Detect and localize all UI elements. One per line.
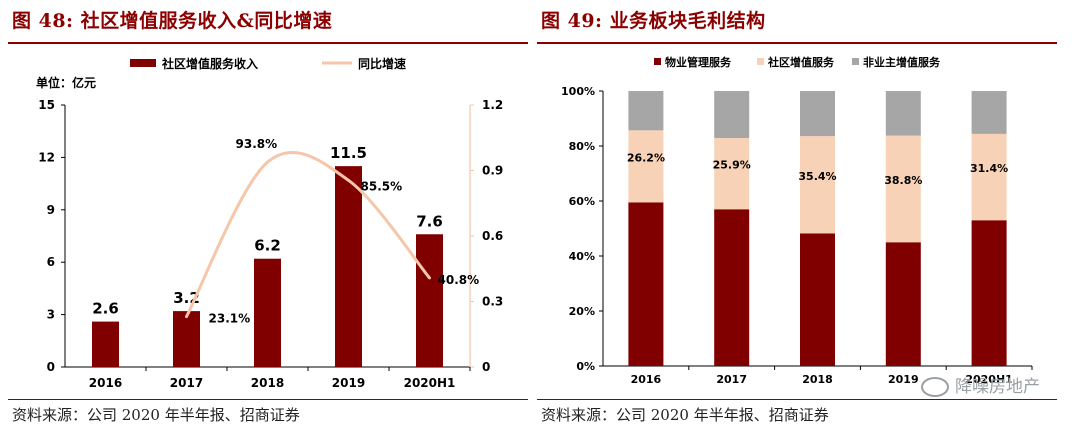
right-y-tick-label: 0 [482,360,490,374]
right-title-rule [537,42,1057,44]
growth-point-label: 23.1% [209,312,251,326]
legend-swatch [757,58,764,65]
legend-bar-swatch [130,59,156,67]
x-tick-label: 2016 [89,376,122,390]
y-tick-label: 100% [561,85,595,98]
stacked-segment [885,242,921,366]
left-y-tick-label: 6 [47,255,55,269]
segment-label: 25.9% [713,159,751,172]
revenue-bar-label: 2.6 [92,300,119,318]
revenue-bar [254,258,281,367]
legend-label: 非业主增值服务 [863,55,941,69]
x-tick-label: 2020H1 [404,376,456,390]
left-figure-panel: 图 48: 社区增值服务收入&同比增速 社区增值服务收入 同比增速单位：亿元 0 3 6… [8,0,538,439]
x-tick-label: 2020H1 [965,373,1012,386]
legend-swatch [852,58,859,65]
growth-point-label: 40.8% [438,273,480,287]
right-y-tick-label: 0.9 [482,164,503,178]
x-tick-label: 2018 [802,373,833,386]
watermark-text: 降噪房地产 [955,377,1040,397]
left-y-tick-label: 9 [47,203,55,217]
right-y-tick-label: 1.2 [482,98,503,112]
right-figure-title: 图 49: 业务板块毛利结构 [541,10,766,32]
left-figure-title: 图 48: 社区增值服务收入&同比增速 [12,10,333,32]
revenue-bar-label: 6.2 [254,237,281,255]
segment-label: 35.4% [798,170,836,183]
right-source-note: 资料来源：公司 2020 年半年报、招商证券 [541,406,829,424]
left-source-note: 资料来源：公司 2020 年半年报、招商证券 [12,406,300,424]
stacked-segment [714,138,750,210]
stacked-segment [628,91,664,131]
left-y-tick-label: 12 [38,150,55,164]
growth-point-label: 85.5% [361,179,403,193]
right-figure-panel: 图 49: 业务板块毛利结构 物业管理服务 社区增值服务 非业主增值服务 0% 20% 4… [537,0,1067,439]
right-y-tick-label: 0.6 [482,229,503,243]
revenue-bar [173,311,200,367]
y-tick-label: 60% [569,195,595,208]
x-tick-label: 2018 [251,376,284,390]
stacked-segment [971,91,1007,134]
segment-label: 26.2% [627,151,665,164]
y-tick-label: 0% [576,360,595,373]
legend-bar-label: 社区增值服务收入 [161,56,258,71]
stacked-segment [800,91,835,137]
right-y-tick-label: 0.3 [482,295,503,309]
stacked-segment [885,91,921,136]
stacked-segment [714,209,750,366]
growth-point [428,276,431,280]
revenue-bar-label: 7.6 [416,212,443,230]
revenue-bar [416,234,443,367]
x-tick-label: 2019 [888,373,919,386]
left-y-tick-label: 3 [47,308,55,322]
left-y-tick-label: 0 [47,360,55,374]
x-tick-label: 2017 [716,373,747,386]
x-tick-label: 2017 [170,376,203,390]
stacked-segment [885,135,921,243]
stacked-segment [628,202,664,366]
legend-swatch [654,58,661,65]
y-tick-label: 20% [569,305,595,318]
legend-line-label: 同比增速 [358,56,406,71]
unit-label: 单位：亿元 [36,75,96,90]
x-tick-label: 2016 [631,373,662,386]
stacked-segment [714,91,750,139]
left-source-rule [8,399,528,400]
segment-label: 38.8% [884,174,922,187]
gross-profit-structure-chart: 物业管理服务 社区增值服务 非业主增值服务 0% 20% 40% 60% 80% 100% 26.… [561,55,1033,386]
growth-point [266,160,269,164]
stacked-segment [628,130,664,203]
right-source-rule [537,399,1057,400]
x-tick-label: 2019 [332,376,365,390]
growth-point [185,315,188,319]
legend-label: 社区增值服务 [767,55,835,69]
wechat-icon [921,377,949,397]
legend-label: 物业管理服务 [665,55,732,69]
y-tick-label: 40% [569,250,595,263]
revenue-bar-label: 11.5 [330,144,367,162]
stacked-segment [971,133,1007,221]
y-tick-label: 80% [569,140,595,153]
stacked-segment [971,220,1007,366]
growth-point [347,178,350,182]
stacked-segment [800,233,835,366]
growth-point-label: 93.8% [236,137,278,151]
revenue-bar [92,321,119,367]
segment-label: 31.4% [970,162,1008,175]
left-y-tick-label: 15 [38,98,55,112]
wechat-watermark: 降噪房地产 [921,372,1040,397]
growth-line [185,151,431,318]
stacked-segment [800,136,835,234]
revenue-bar [335,166,362,367]
left-title-rule [8,42,528,44]
